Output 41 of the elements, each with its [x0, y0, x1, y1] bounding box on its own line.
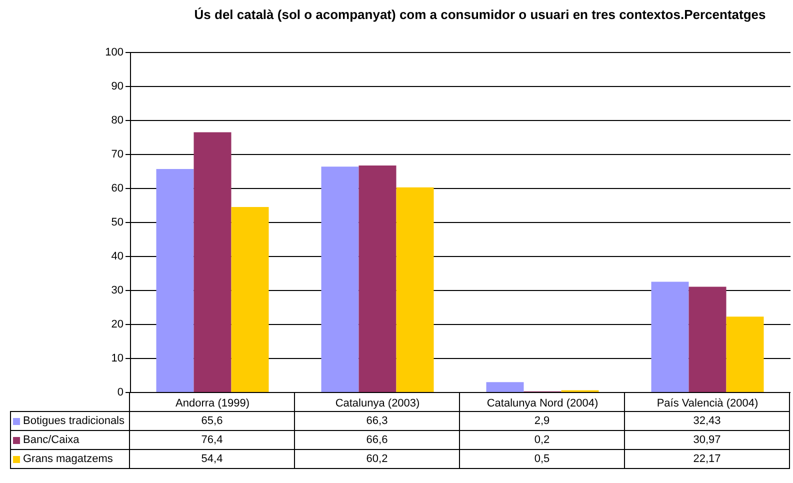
data-label: 65,6: [130, 412, 294, 430]
y-tick-label: 50: [111, 216, 124, 228]
data-label: 54,4: [130, 450, 294, 468]
y-tick-label: 20: [111, 318, 124, 330]
bar: [231, 207, 269, 392]
data-label: 66,6: [294, 430, 460, 450]
legend-label: Grans magatzems: [10, 450, 130, 468]
data-label: 22,17: [624, 450, 790, 468]
bar: [321, 166, 359, 392]
y-tick-label: 40: [111, 250, 124, 262]
bar: [688, 286, 726, 392]
data-label: 32,43: [624, 412, 790, 430]
bar: [486, 382, 524, 392]
x-tick-label: País Valencià (2004): [656, 398, 758, 410]
data-label: 60,2: [294, 450, 460, 468]
legend-label: Banc/Caixa: [10, 430, 130, 450]
data-label: 76,4: [130, 430, 294, 450]
data-label: 0,5: [460, 450, 624, 468]
bar: [651, 282, 689, 392]
y-tick-label: 30: [111, 284, 124, 296]
bar: [396, 187, 434, 392]
y-tick-label: 100: [105, 46, 124, 58]
y-tick-label: 0: [117, 386, 124, 398]
y-tick-label: 60: [111, 182, 124, 194]
bar: [194, 132, 232, 392]
chart-title: Ús del català (sol o acompanyat) com a consumidor o usuari en tres contextos.Percentatges: [194, 7, 766, 22]
data-label: 0,2: [460, 430, 624, 450]
data-label: 2,9: [460, 412, 624, 430]
y-tick-label: 90: [111, 80, 124, 92]
data-label: 30,97: [624, 430, 790, 450]
y-tick-label: 80: [111, 114, 124, 126]
bar: [358, 166, 396, 392]
data-label: 66,3: [294, 412, 460, 430]
x-tick-label: Catalunya (2003): [335, 398, 420, 410]
legend-label: Botigues tradicionals: [10, 412, 130, 430]
y-tick-label: 70: [111, 148, 124, 160]
y-tick-label: 10: [111, 352, 124, 364]
bar: [156, 168, 194, 392]
bar: [726, 316, 764, 392]
x-tick-label: Catalunya Nord (2004): [486, 398, 598, 410]
x-tick-label: Andorra (1999): [176, 398, 250, 410]
